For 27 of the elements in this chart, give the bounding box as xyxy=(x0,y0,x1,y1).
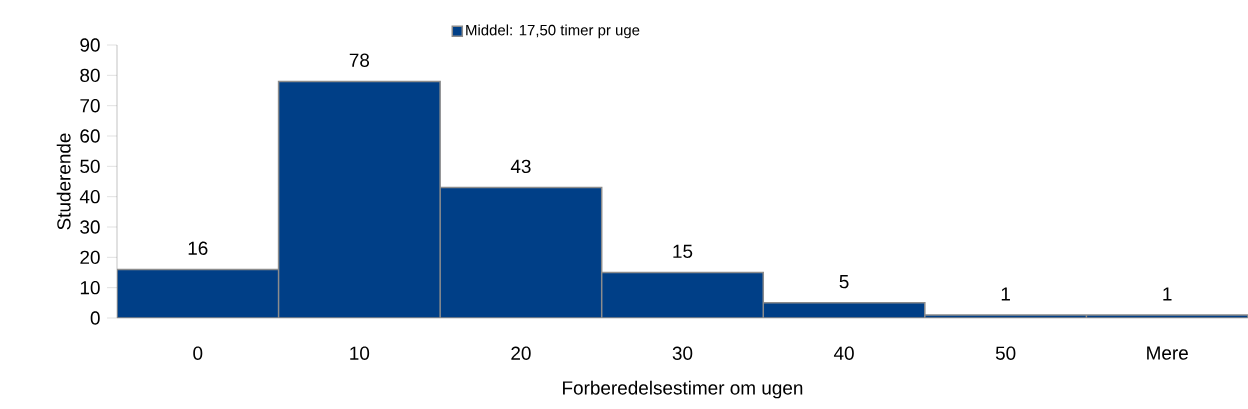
x-tick-label: 40 xyxy=(833,346,854,360)
y-tick-label: 80 xyxy=(80,68,100,83)
x-tick-label: 20 xyxy=(511,346,531,360)
y-tick-label: 70 xyxy=(80,98,100,113)
x-axis-title: Forberedelsestimer om ugen xyxy=(563,380,803,399)
y-tick-label: 20 xyxy=(80,250,100,265)
y-tick-label: 50 xyxy=(80,159,100,174)
y-tick-label: 40 xyxy=(79,189,100,204)
data-label: 78 xyxy=(349,53,370,67)
legend-label: Middel: 17,50 timer pr uge xyxy=(466,24,640,39)
x-tick-label: 0 xyxy=(193,346,203,360)
x-tick-label: 50 xyxy=(995,346,1016,360)
data-label: 1 xyxy=(1001,287,1010,301)
x-tick-label: 30 xyxy=(672,346,693,360)
x-tick-label: 10 xyxy=(350,346,370,360)
data-label: 1 xyxy=(1163,287,1172,301)
data-label: 43 xyxy=(510,159,531,174)
y-tick-label: 30 xyxy=(80,220,100,234)
data-label: 5 xyxy=(839,275,849,289)
y-tick-label: 0 xyxy=(90,311,100,325)
y-tick-label: 60 xyxy=(80,129,100,143)
data-label: 16 xyxy=(188,241,208,255)
y-axis-title: Studerende xyxy=(56,133,71,230)
y-tick-label: 90 xyxy=(80,38,100,52)
y-tick-label: 10 xyxy=(80,280,100,295)
data-label: 15 xyxy=(673,244,693,258)
x-tick-label: Mere xyxy=(1147,346,1188,360)
